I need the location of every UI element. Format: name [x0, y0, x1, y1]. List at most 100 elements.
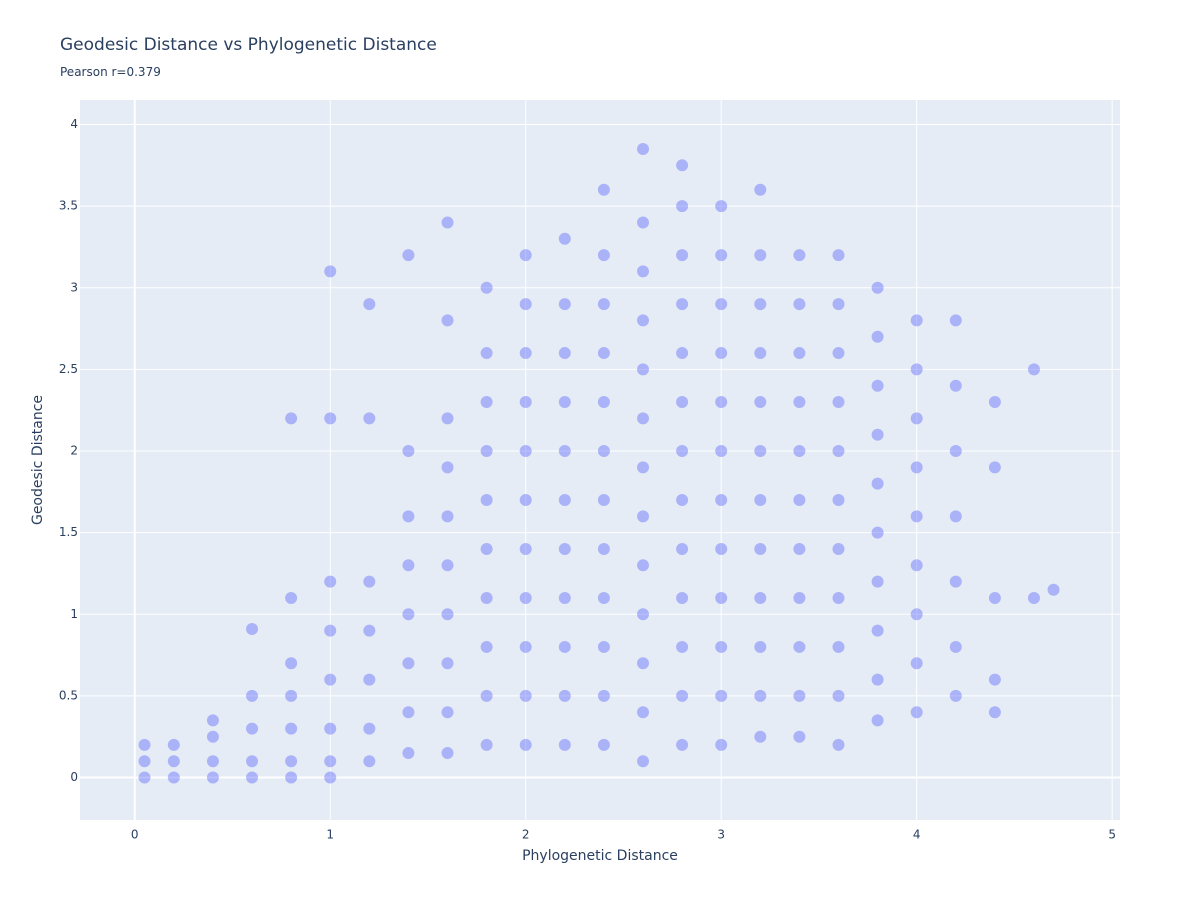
x-tick-label: 5: [1108, 828, 1116, 842]
point: [206, 771, 219, 784]
point: [676, 249, 689, 262]
point: [363, 575, 376, 588]
point: [676, 298, 689, 311]
point: [558, 298, 571, 311]
point: [715, 689, 728, 702]
point: [246, 622, 259, 635]
point: [324, 575, 337, 588]
point: [715, 396, 728, 409]
point: [637, 412, 650, 425]
point: [363, 755, 376, 768]
point: [676, 200, 689, 213]
point: [324, 624, 337, 637]
point: [246, 689, 259, 702]
point: [637, 216, 650, 229]
point: [597, 298, 610, 311]
point: [676, 640, 689, 653]
point: [441, 461, 454, 474]
point: [988, 673, 1001, 686]
point: [676, 689, 689, 702]
point: [519, 689, 532, 702]
point: [519, 347, 532, 360]
point: [637, 461, 650, 474]
point: [558, 591, 571, 604]
x-tick-label: 0: [131, 828, 139, 842]
point: [285, 591, 298, 604]
point: [1027, 591, 1040, 604]
point: [558, 494, 571, 506]
point: [441, 608, 454, 621]
point: [637, 510, 650, 523]
point: [480, 591, 493, 604]
point: [558, 689, 571, 702]
point: [138, 738, 151, 751]
y-tick-label: 1: [70, 607, 78, 621]
point: [949, 379, 962, 392]
point: [558, 347, 571, 360]
point: [324, 412, 337, 425]
point: [402, 249, 415, 262]
point: [324, 673, 337, 686]
point: [871, 281, 884, 294]
point: [324, 265, 337, 278]
point: [1027, 363, 1040, 376]
point: [597, 445, 610, 458]
point: [167, 738, 180, 751]
point: [715, 249, 728, 262]
point: [441, 412, 454, 425]
points: [138, 142, 1060, 784]
point: [519, 591, 532, 604]
point: [206, 714, 219, 727]
point: [910, 510, 923, 523]
point: [519, 445, 532, 458]
point: [715, 347, 728, 360]
point: [676, 738, 689, 751]
point: [988, 591, 1001, 604]
point: [949, 575, 962, 588]
point: [558, 640, 571, 653]
y-tick-label: 2.5: [59, 362, 78, 376]
point: [832, 689, 845, 702]
point: [363, 412, 376, 425]
point: [206, 755, 219, 768]
point: [480, 396, 493, 409]
point: [754, 730, 767, 743]
point: [871, 673, 884, 686]
point: [715, 494, 728, 506]
point: [558, 738, 571, 751]
point: [441, 314, 454, 327]
point: [441, 657, 454, 670]
point: [324, 722, 337, 735]
point: [363, 624, 376, 637]
point: [754, 298, 767, 311]
point: [637, 559, 650, 572]
chart-subtitle: Pearson r=0.379: [60, 65, 161, 79]
point: [324, 771, 337, 784]
point: [832, 298, 845, 311]
point: [754, 542, 767, 555]
point: [441, 559, 454, 572]
point: [597, 347, 610, 360]
y-axis-title: Geodesic Distance: [30, 395, 46, 525]
point: [285, 657, 298, 670]
point: [558, 232, 571, 245]
point: [754, 183, 767, 196]
point: [285, 755, 298, 768]
point: [715, 738, 728, 751]
point: [754, 591, 767, 604]
point: [832, 396, 845, 409]
point: [480, 738, 493, 751]
point: [832, 445, 845, 458]
y-tick-label: 4: [70, 117, 78, 131]
point: [910, 314, 923, 327]
point: [402, 608, 415, 621]
point: [480, 494, 493, 506]
y-tick-label: 1.5: [59, 525, 78, 539]
point: [871, 477, 884, 490]
point: [832, 494, 845, 506]
y-tick-label: 3.5: [59, 199, 78, 213]
point: [793, 640, 806, 653]
point: [138, 755, 151, 768]
point: [285, 412, 298, 425]
